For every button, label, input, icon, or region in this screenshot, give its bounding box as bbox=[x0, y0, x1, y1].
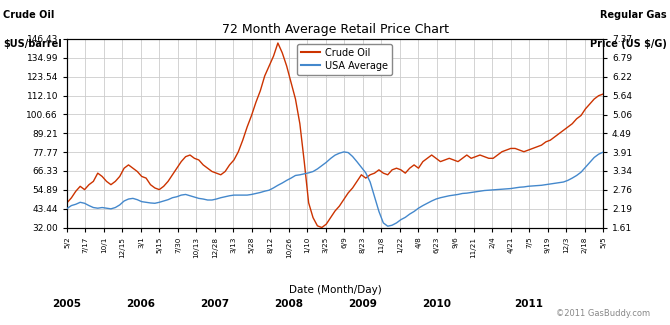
Text: Regular Gas: Regular Gas bbox=[600, 10, 667, 20]
Text: 2009: 2009 bbox=[348, 299, 377, 309]
Title: 72 Month Average Retail Price Chart: 72 Month Average Retail Price Chart bbox=[222, 23, 448, 36]
X-axis label: Date (Month/Day): Date (Month/Day) bbox=[289, 285, 381, 295]
Text: 2010: 2010 bbox=[422, 299, 451, 309]
Text: Crude Oil: Crude Oil bbox=[3, 10, 55, 20]
Text: 2011: 2011 bbox=[515, 299, 543, 309]
Text: 2007: 2007 bbox=[200, 299, 229, 309]
Text: 2008: 2008 bbox=[274, 299, 304, 309]
Text: 2005: 2005 bbox=[52, 299, 82, 309]
Legend: Crude Oil, USA Average: Crude Oil, USA Average bbox=[297, 44, 392, 74]
Text: ©2011 GasBuddy.com: ©2011 GasBuddy.com bbox=[556, 309, 650, 318]
Text: Price (US $/G): Price (US $/G) bbox=[590, 39, 667, 49]
Text: 2006: 2006 bbox=[127, 299, 155, 309]
Text: $US/barrel: $US/barrel bbox=[3, 39, 62, 49]
